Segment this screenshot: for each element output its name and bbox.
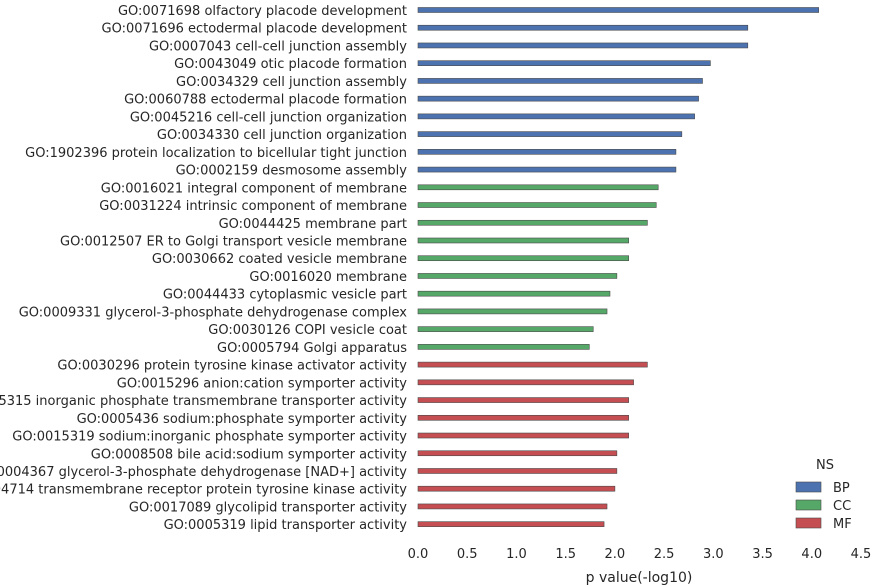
- bar-bp: [417, 95, 699, 102]
- category-label: GO:0044433 cytoplasmic vesicle part: [163, 288, 407, 303]
- legend-label: BP: [833, 481, 850, 496]
- category-label: GO:1902396 protein localization to bicel…: [25, 146, 407, 161]
- category-label: GO:0004714 transmembrane receptor protei…: [0, 483, 407, 498]
- x-tick-label: 0.0: [408, 547, 429, 562]
- x-axis-ticks-layer: 0.0 0.5 1.0 1.5 2.0 2.5 3.0 3.5 4.0 4.5: [408, 547, 872, 562]
- bar-cc: [417, 290, 611, 297]
- bar-cc: [417, 326, 594, 332]
- category-label: GO:0005315 inorganic phosphate transmemb…: [0, 394, 407, 409]
- legend-label: MF: [833, 517, 852, 532]
- bar-bp: [417, 24, 749, 31]
- legend-entries: BP CC MF: [795, 481, 852, 532]
- bar-mf: [417, 361, 648, 368]
- bar-mf: [417, 379, 634, 386]
- category-label: GO:0043049 otic placode formation: [174, 57, 407, 72]
- bar-mf: [417, 450, 618, 457]
- category-label: GO:0005436 sodium:phosphate symporter ac…: [77, 412, 408, 427]
- category-label: GO:0016020 membrane: [249, 270, 407, 285]
- x-tick-label: 1.0: [506, 547, 527, 562]
- bars-layer: [417, 7, 819, 527]
- category-label: GO:0034330 cell junction organization: [157, 128, 407, 143]
- bar-mf: [417, 485, 616, 492]
- bar-cc: [417, 255, 629, 262]
- category-label: GO:0012507 ER to Golgi transport vesicle…: [60, 234, 407, 249]
- category-label: GO:0071696 ectodermal placode developmen…: [102, 22, 408, 37]
- category-label: GO:0044425 membrane part: [219, 217, 407, 232]
- category-label: GO:0034329 cell junction assembly: [176, 75, 407, 90]
- category-label: GO:0008508 bile acid:sodium symporter ac…: [91, 447, 408, 462]
- category-label: GO:0031224 intrinsic component of membra…: [99, 199, 407, 214]
- x-tick-label: 2.0: [605, 547, 626, 562]
- x-tick-label: 2.5: [654, 547, 675, 562]
- bar-mf: [417, 414, 629, 421]
- x-tick-label: 4.0: [801, 547, 822, 562]
- x-tick-label: 3.5: [752, 547, 773, 562]
- category-label: GO:0005794 Golgi apparatus: [217, 341, 407, 356]
- category-label: GO:0009331 glycerol-3-phosphate dehydrog…: [19, 305, 408, 320]
- bar-mf: [417, 432, 629, 439]
- x-tick-label: 0.5: [457, 547, 478, 562]
- legend-swatch-bp: [795, 481, 822, 493]
- bar-cc: [417, 202, 657, 208]
- category-label: GO:0030296 protein tyrosine kinase activ…: [57, 359, 407, 374]
- legend-title: NS: [816, 458, 834, 473]
- bar-mf: [417, 521, 605, 527]
- bar-cc: [417, 344, 590, 350]
- x-tick-label: 1.5: [555, 547, 576, 562]
- category-label: GO:0017089 glycolipid transporter activi…: [129, 500, 407, 515]
- bar-bp: [417, 42, 749, 49]
- category-label: GO:0004367 glycerol-3-phosphate dehydrog…: [0, 465, 407, 480]
- category-label: GO:0030662 coated vesicle membrane: [152, 252, 407, 267]
- category-label: GO:0071698 olfactory placode development: [118, 4, 407, 19]
- bar-bp: [417, 131, 683, 137]
- category-labels-layer: GO:0071698 olfactory placode development…: [0, 4, 407, 533]
- legend-label: CC: [833, 499, 851, 514]
- bar-cc: [417, 237, 629, 244]
- category-label: GO:0015319 sodium:inorganic phosphate sy…: [12, 430, 407, 445]
- bar-bp: [417, 7, 819, 13]
- bar-mf: [417, 397, 629, 403]
- bar-bp: [417, 149, 677, 155]
- bar-bp: [417, 166, 677, 173]
- category-label: GO:0030126 COPI vesicle coat: [208, 323, 407, 338]
- x-tick-label: 4.5: [851, 547, 872, 562]
- category-label: GO:0015296 anion:cation symporter activi…: [117, 376, 408, 391]
- category-label: GO:0002159 desmosome assembly: [176, 164, 408, 179]
- bar-bp: [417, 78, 703, 84]
- legend-swatch-mf: [795, 517, 822, 529]
- category-label: GO:0060788 ectodermal placode formation: [124, 93, 407, 108]
- legend: NS BP CC MF: [795, 458, 852, 532]
- bar-cc: [417, 184, 659, 191]
- legend-swatch-cc: [795, 499, 822, 511]
- bar-mf: [417, 468, 618, 474]
- bar-bp: [417, 60, 711, 66]
- category-label: GO:0016021 integral component of membran…: [101, 181, 407, 196]
- bar-cc: [417, 308, 608, 315]
- category-label: GO:0005319 lipid transporter activity: [164, 518, 408, 533]
- x-axis-label: p value(-log10): [586, 570, 693, 586]
- bar-bp: [417, 113, 695, 120]
- bar-cc: [417, 273, 618, 279]
- category-label: GO:0007043 cell-cell junction assembly: [149, 39, 407, 54]
- category-label: GO:0045216 cell-cell junction organizati…: [130, 110, 407, 125]
- bar-cc: [417, 219, 648, 226]
- x-tick-label: 3.0: [703, 547, 724, 562]
- bar-mf: [417, 503, 608, 510]
